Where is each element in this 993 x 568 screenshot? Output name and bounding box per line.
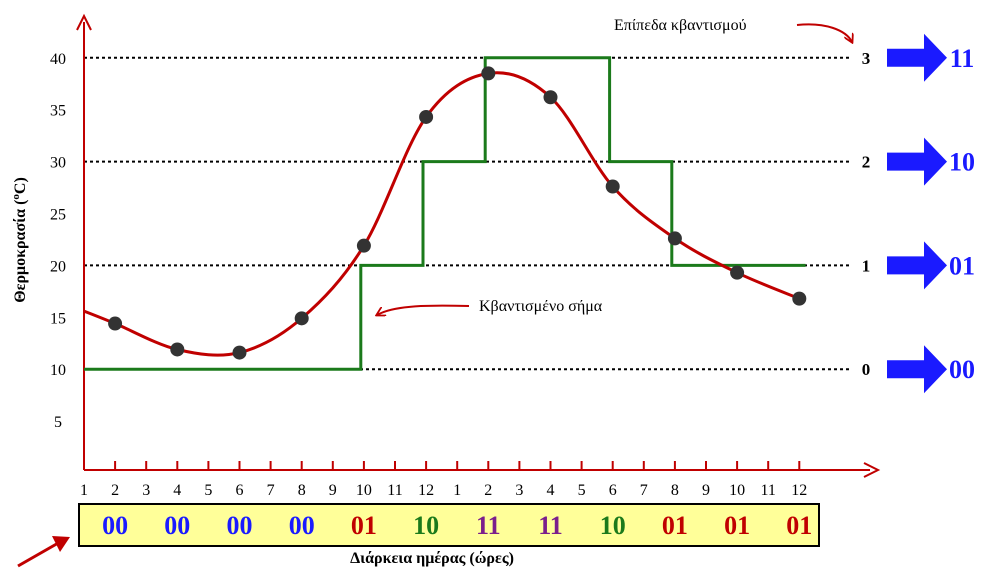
x-tick-label: 6 [236,482,244,499]
y-tick-labels: 40 35 30 25 20 15 10 5 [50,51,66,431]
sample-point [667,231,682,246]
code-sequence: 00 00 00 00 01 10 11 11 10 01 01 01 [102,511,812,540]
code-arrow-3 [887,33,947,82]
y-axis-title: Θερμοκρασία (oC) [10,177,29,303]
x-tick-label: 5 [578,482,586,499]
sample-point [108,316,123,331]
x-tick-label: 1 [453,482,461,499]
sample-point [730,265,745,280]
x-tick-label: 9 [702,482,710,499]
level-label-2: 2 [862,153,871,172]
level-label-1: 1 [862,256,871,275]
sequence-code: 11 [476,511,501,540]
code-sequence-box [78,503,820,547]
quantized-annotation-arrow [377,304,470,315]
x-tick-label: 4 [173,482,181,499]
sample-point [294,311,309,326]
code-arrow-0 [887,345,947,394]
quantized-signal-line [84,56,806,371]
sample-point [543,90,558,105]
x-tick-label: 10 [729,482,745,499]
y-tick-label: 40 [50,51,66,68]
x-axis-arrowhead [863,462,881,478]
x-tick-label: 12 [418,482,434,499]
sequence-code: 00 [227,511,253,540]
analog-temperature-curve [83,71,800,357]
x-tick-label: 2 [111,482,119,499]
x-tick-label: 10 [356,482,372,499]
x-tick-label: 8 [298,482,306,499]
x-tick-label: 12 [791,482,807,499]
x-tick-label: 7 [267,482,275,499]
level-code-10: 10 [949,148,975,177]
sample-point [605,179,620,194]
y-tick-label: 35 [50,103,66,120]
sample-point [419,109,434,124]
quantization-level-lines [84,56,852,371]
code-arrow-2 [887,137,947,186]
code-arrows: 00 01 10 11 [887,33,975,394]
level-code-11: 11 [950,44,975,73]
level-label-0: 0 [862,360,871,379]
sample-points [108,66,807,360]
x-tick-label: 2 [484,482,492,499]
y-tick-label: 10 [50,362,66,379]
x-tick-label: 6 [609,482,617,499]
quantized-annotation: Κβαντισμένο σήμα [479,298,603,315]
x-tick-label: 11 [387,482,402,499]
sequence-code: 00 [289,511,315,540]
level-code-00: 00 [949,355,975,384]
sequence-code: 00 [102,511,128,540]
x-tick-label: 3 [515,482,523,499]
sample-point [232,345,247,360]
axes [76,13,881,478]
sample-point [356,238,371,253]
level-code-01: 01 [949,251,975,280]
y-tick-label: 25 [50,207,66,224]
x-tick-label: 3 [142,482,150,499]
code-box-pointer-arrow [17,540,61,568]
x-tick-label: 9 [329,482,337,499]
x-axis-title: Διάρκεια ημέρας (ώρες) [350,550,514,567]
sample-point [170,342,185,357]
x-tick-label: 4 [547,482,555,499]
levels-annotation-arrow [796,23,852,42]
y-tick-label: 20 [50,258,66,275]
y-tick-label: 5 [54,414,62,431]
y-axis-arrowhead [76,13,92,31]
x-tick-labels: 1 2 3 4 5 6 7 8 9 10 11 12 1 2 3 4 5 6 7 8 9 10 11 12 [80,461,807,499]
sample-point [792,291,807,306]
sequence-code: 10 [600,511,626,540]
level-labels: 0 1 2 3 [862,49,871,379]
sequence-code: 11 [538,511,563,540]
code-arrow-1 [887,241,947,290]
x-tick-label: 1 [80,482,88,499]
sequence-code: 01 [662,511,688,540]
sample-point [481,66,496,81]
y-tick-label: 30 [50,155,66,172]
level-label-3: 3 [862,49,871,68]
sequence-code: 01 [351,511,377,540]
sequence-code: 00 [164,511,190,540]
x-tick-label: 11 [760,482,775,499]
x-tick-label: 5 [204,482,212,499]
sequence-code: 10 [413,511,439,540]
y-tick-label: 15 [50,310,66,327]
code-box-pointer-arrowhead [52,536,70,552]
sequence-code: 01 [724,511,750,540]
x-tick-label: 8 [671,482,679,499]
x-tick-label: 7 [640,482,648,499]
sequence-code: 01 [786,511,812,540]
levels-annotation: Επίπεδα κβαντισμού [614,17,747,34]
